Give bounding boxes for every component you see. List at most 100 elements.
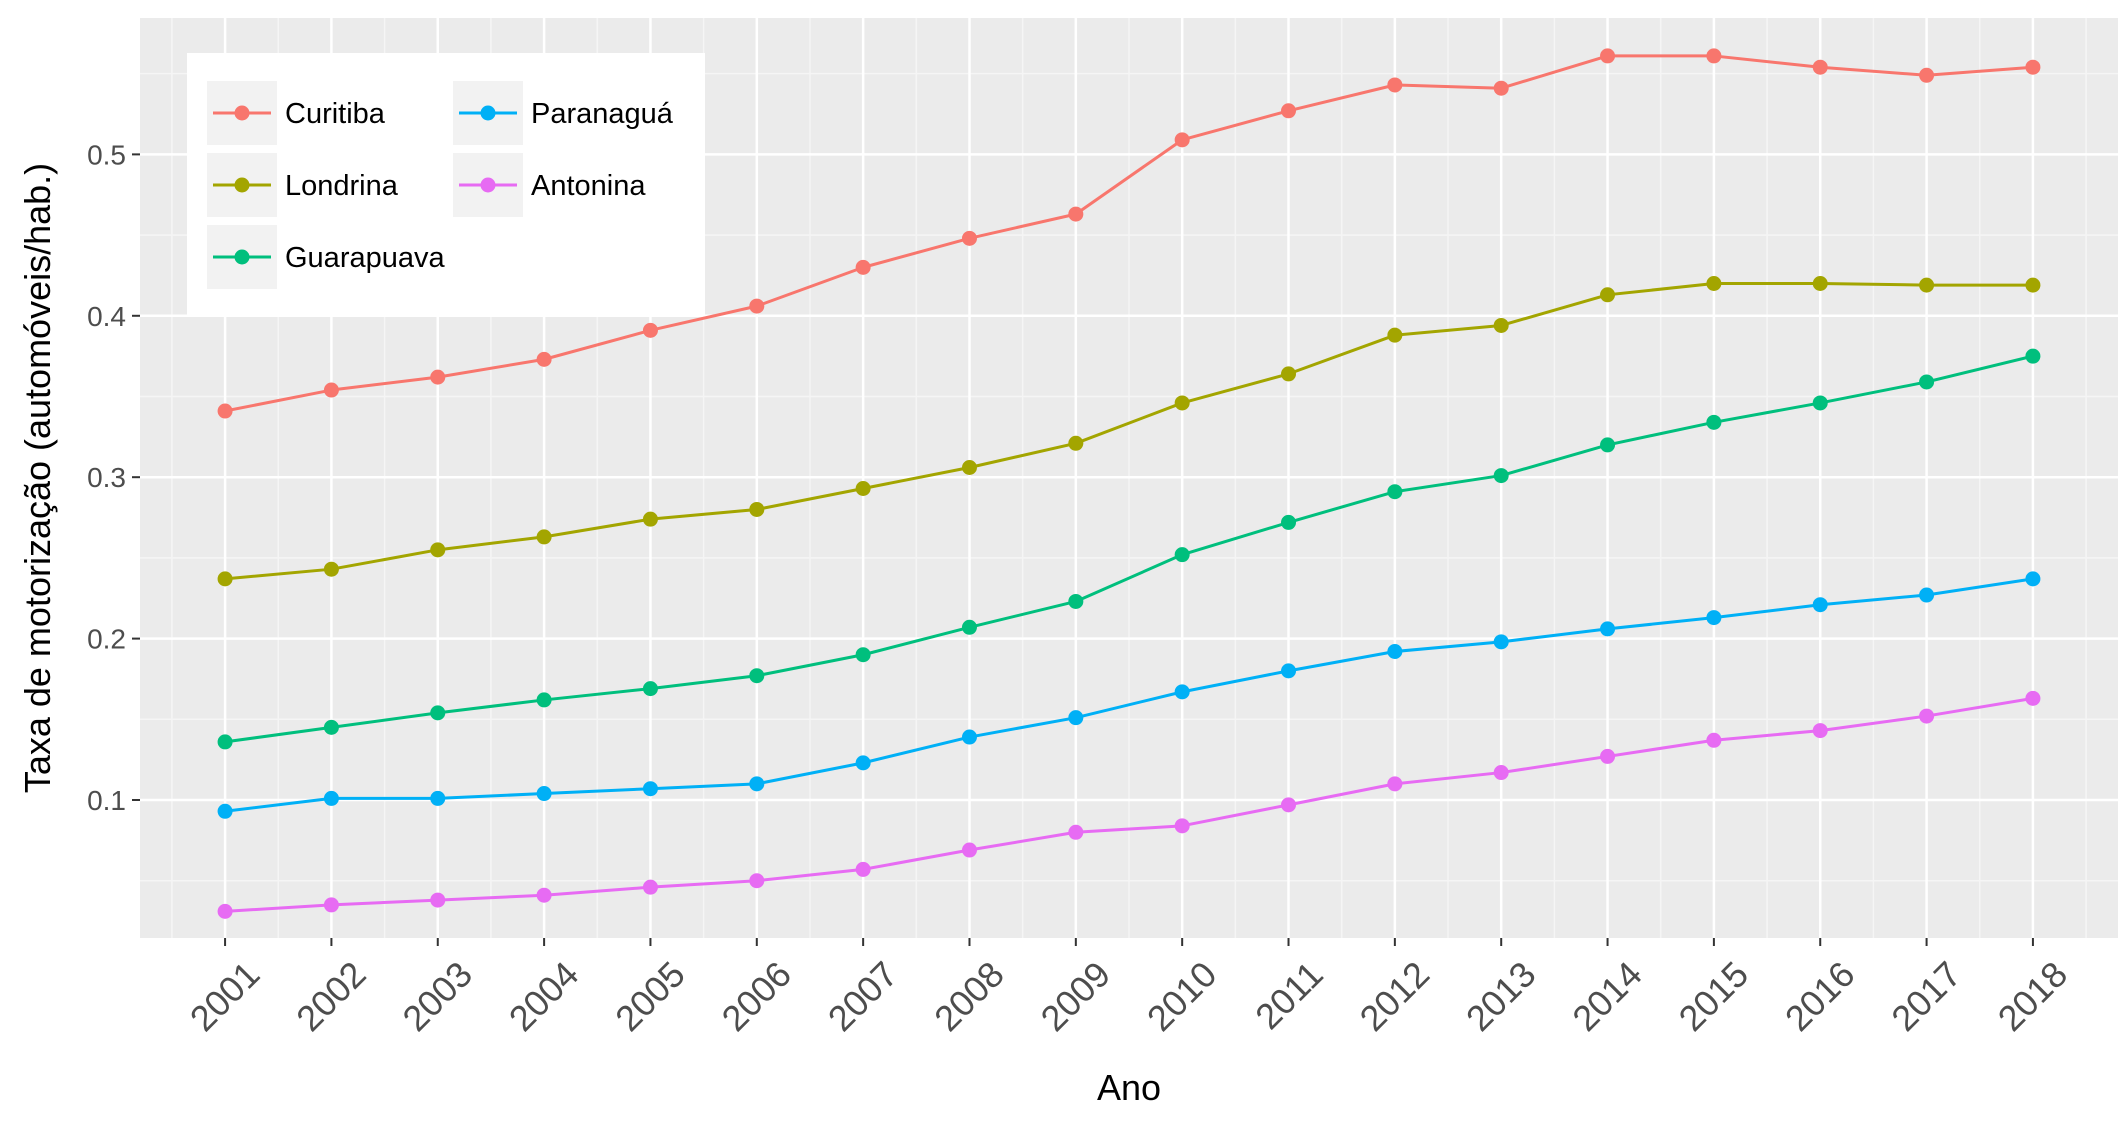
data-point-curitiba	[855, 259, 871, 275]
series-antonina	[217, 690, 2041, 919]
legend-key-point	[480, 177, 496, 193]
x-tick-label: 2011	[1247, 953, 1331, 1037]
data-point-londrina	[1174, 395, 1190, 411]
legend-item-paranagua: Paranaguá	[453, 81, 674, 145]
data-point-londrina	[1600, 287, 1616, 303]
data-point-guarapuava	[1600, 437, 1616, 453]
data-point-antonina	[2025, 690, 2041, 706]
data-point-antonina	[1600, 748, 1616, 764]
legend-label: Antonina	[531, 170, 646, 202]
y-tick-label: 0.5	[87, 139, 126, 170]
data-point-paranagua	[430, 790, 446, 806]
data-point-guarapuava	[1493, 468, 1509, 484]
data-point-curitiba	[1493, 80, 1509, 96]
data-point-paranagua	[1600, 621, 1616, 637]
data-point-londrina	[323, 561, 339, 577]
data-point-antonina	[1706, 732, 1722, 748]
x-tick-label: 2006	[713, 953, 799, 1039]
x-tick-label: 2015	[1671, 953, 1757, 1039]
data-point-curitiba	[1706, 48, 1722, 64]
legend-label: Guarapuava	[285, 242, 445, 274]
data-point-guarapuava	[2025, 348, 2041, 364]
data-point-guarapuava	[430, 705, 446, 721]
data-point-antonina	[642, 879, 658, 895]
data-point-guarapuava	[536, 692, 552, 708]
legend-item-curitiba: Curitiba	[207, 81, 386, 145]
data-point-curitiba	[217, 403, 233, 419]
data-point-antonina	[1493, 765, 1509, 781]
legend-item-londrina: Londrina	[207, 153, 399, 217]
x-tick-label: 2002	[288, 953, 374, 1039]
data-point-curitiba	[536, 351, 552, 367]
data-point-londrina	[749, 501, 765, 517]
data-point-londrina	[536, 529, 552, 545]
y-tick-label: 0.2	[87, 624, 126, 655]
data-point-curitiba	[1812, 59, 1828, 75]
series-line-antonina	[224, 696, 2034, 913]
data-point-guarapuava	[1919, 374, 1935, 390]
legend-label: Curitiba	[285, 98, 386, 130]
data-point-curitiba	[1919, 67, 1935, 83]
legend-key-point	[234, 105, 250, 121]
data-point-antonina	[1174, 818, 1190, 834]
data-point-londrina	[430, 542, 446, 558]
x-axis-title: Ano	[1097, 1067, 1161, 1108]
y-tick-label: 0.3	[87, 462, 126, 493]
data-point-londrina	[1706, 276, 1722, 292]
x-tick-label: 2001	[182, 953, 268, 1039]
data-point-antonina	[1068, 824, 1084, 840]
data-point-antonina	[430, 892, 446, 908]
data-point-antonina	[1919, 708, 1935, 724]
data-point-paranagua	[1919, 587, 1935, 603]
data-point-londrina	[1281, 366, 1297, 382]
legend-item-antonina: Antonina	[453, 153, 646, 217]
data-point-paranagua	[749, 776, 765, 792]
data-point-paranagua	[1068, 710, 1084, 726]
data-point-paranagua	[961, 729, 977, 745]
data-point-paranagua	[2025, 571, 2041, 587]
data-point-antonina	[1387, 776, 1403, 792]
data-point-guarapuava	[961, 619, 977, 635]
data-point-londrina	[1493, 317, 1509, 333]
series-guarapuava	[217, 348, 2041, 750]
y-tick-label: 0.4	[87, 301, 126, 332]
data-point-curitiba	[749, 298, 765, 314]
x-tick-label: 2017	[1883, 953, 1969, 1039]
data-point-guarapuava	[1068, 593, 1084, 609]
legend: Curitiba Londrina Guarapuava Paranaguá Anton…	[187, 53, 705, 315]
series-londrina	[217, 276, 2041, 587]
data-point-londrina	[855, 480, 871, 496]
data-point-paranagua	[1174, 684, 1190, 700]
data-point-curitiba	[430, 369, 446, 385]
legend-label: Londrina	[285, 170, 399, 202]
data-point-guarapuava	[1812, 395, 1828, 411]
data-point-paranagua	[1812, 597, 1828, 613]
data-point-antonina	[855, 861, 871, 877]
data-point-paranagua	[217, 803, 233, 819]
legend-key-point	[480, 105, 496, 121]
x-tick-label: 2018	[1990, 953, 2076, 1039]
data-point-londrina	[1812, 276, 1828, 292]
data-point-guarapuava	[642, 681, 658, 697]
data-point-guarapuava	[749, 668, 765, 684]
legend-label: Paranaguá	[531, 98, 674, 130]
legend-key-point	[234, 249, 250, 265]
series-line-curitiba	[224, 54, 2034, 413]
series-line-londrina	[224, 282, 2033, 581]
data-point-paranagua	[323, 790, 339, 806]
data-point-curitiba	[1068, 206, 1084, 222]
x-tick-label: 2005	[607, 953, 693, 1039]
x-tick-label: 2016	[1777, 953, 1863, 1039]
data-point-guarapuava	[323, 719, 339, 735]
data-point-paranagua	[855, 755, 871, 771]
data-point-antonina	[536, 887, 552, 903]
x-tick-label: 2004	[501, 953, 587, 1039]
data-point-antonina	[961, 842, 977, 858]
x-tick-label: 2014	[1564, 953, 1650, 1039]
data-point-paranagua	[642, 781, 658, 797]
data-point-londrina	[642, 511, 658, 527]
data-point-paranagua	[1493, 634, 1509, 650]
data-point-paranagua	[1281, 663, 1297, 679]
